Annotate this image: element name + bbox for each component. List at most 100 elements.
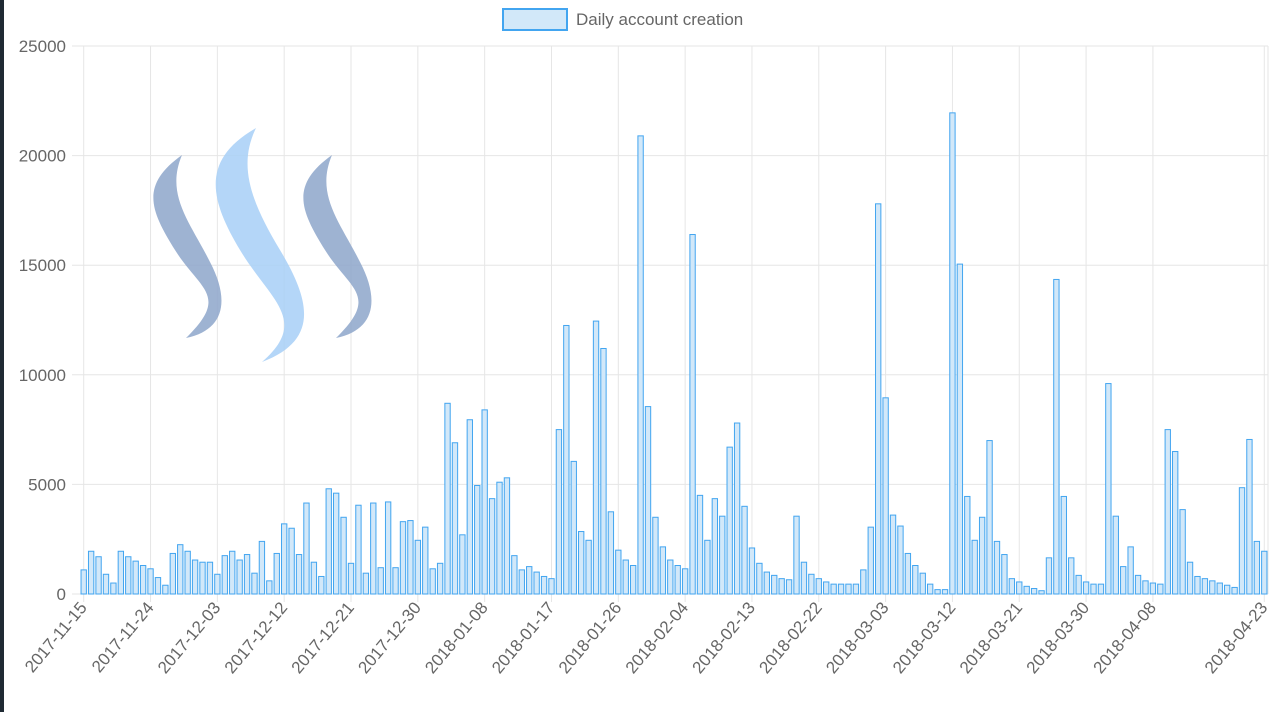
bar [629,565,637,595]
bar [889,514,897,595]
x-tick-label: 2017-12-03 [154,598,224,677]
bar [184,550,191,595]
y-tick-label: 10000 [19,366,66,385]
bar [726,446,733,595]
x-axis: 2017-11-152017-11-242017-12-032017-12-12… [21,598,1271,677]
bar [964,495,971,595]
bar [555,429,563,595]
bar [785,579,793,595]
bar [763,571,770,595]
bar [444,402,451,595]
bar [852,583,860,595]
bar [1157,583,1164,595]
bar [548,578,555,595]
x-tick-label: 2018-02-13 [689,598,759,677]
bar [1172,451,1179,595]
bar [808,573,815,595]
y-tick-label: 20000 [19,147,66,166]
bar [429,568,436,595]
bar [422,526,429,595]
bar [199,561,206,595]
bar [87,550,95,595]
bar [206,561,214,595]
bar [748,547,756,595]
bar [236,559,243,595]
logo-wave-middle [215,128,305,362]
bar [362,572,370,595]
bar [993,540,1001,595]
bar [704,539,711,595]
bar [1068,557,1075,595]
bar [377,567,384,595]
bar [1127,546,1134,595]
bar [867,526,874,595]
bar [1120,566,1127,595]
bar [1209,580,1216,595]
legend-label: Daily account creation [576,10,743,29]
bar [288,527,295,595]
x-tick-label: 2018-02-04 [622,598,692,677]
bar [1231,586,1238,595]
bar [1053,278,1060,595]
x-tick-label: 2018-01-08 [421,598,491,677]
bar [303,502,310,595]
bar-series [80,112,1268,595]
bar [652,516,659,595]
bar [273,552,280,595]
bar [518,569,525,595]
bar [941,589,949,595]
bar [325,488,332,595]
bar [667,559,674,595]
bar [318,575,325,595]
bar [711,498,719,595]
bar [644,406,652,595]
bar [971,539,978,595]
bar [295,554,303,595]
bar [169,552,176,595]
bar [1038,590,1045,595]
bar [637,135,644,595]
bar [1194,575,1201,595]
bar [1030,588,1038,595]
logo-wave-right [303,155,372,338]
bar [771,574,778,595]
x-tick-label: 2017-12-12 [221,598,291,677]
bar [912,565,919,595]
x-tick-label: 2017-11-15 [21,598,91,676]
bar [1112,515,1119,595]
bar [251,572,258,595]
bar [95,556,102,595]
bar [689,234,696,595]
bar [949,112,956,595]
legend[interactable]: Daily account creation [502,8,743,31]
logo-wave-left [153,155,222,338]
bar [110,582,117,595]
bar [778,578,785,595]
bar [1142,580,1149,595]
bar [340,516,347,595]
bar [488,498,496,595]
bar [266,580,273,595]
bar [793,515,800,595]
bar [978,516,986,595]
bar [481,409,488,595]
bar [125,556,132,595]
bar [956,263,964,595]
bar [1164,429,1171,595]
bar [615,549,622,595]
bar [451,442,459,595]
bar [696,494,704,595]
bar [1105,383,1112,595]
bar [897,525,904,595]
bar [659,546,667,595]
x-tick-label: 2018-03-30 [1023,598,1093,677]
bar [815,578,822,595]
bar [681,568,689,595]
bar [563,324,570,595]
window-edge [0,0,4,712]
grid-lines [72,45,1269,602]
bar [1216,582,1223,595]
bar [1253,540,1261,595]
bar [1023,585,1030,595]
